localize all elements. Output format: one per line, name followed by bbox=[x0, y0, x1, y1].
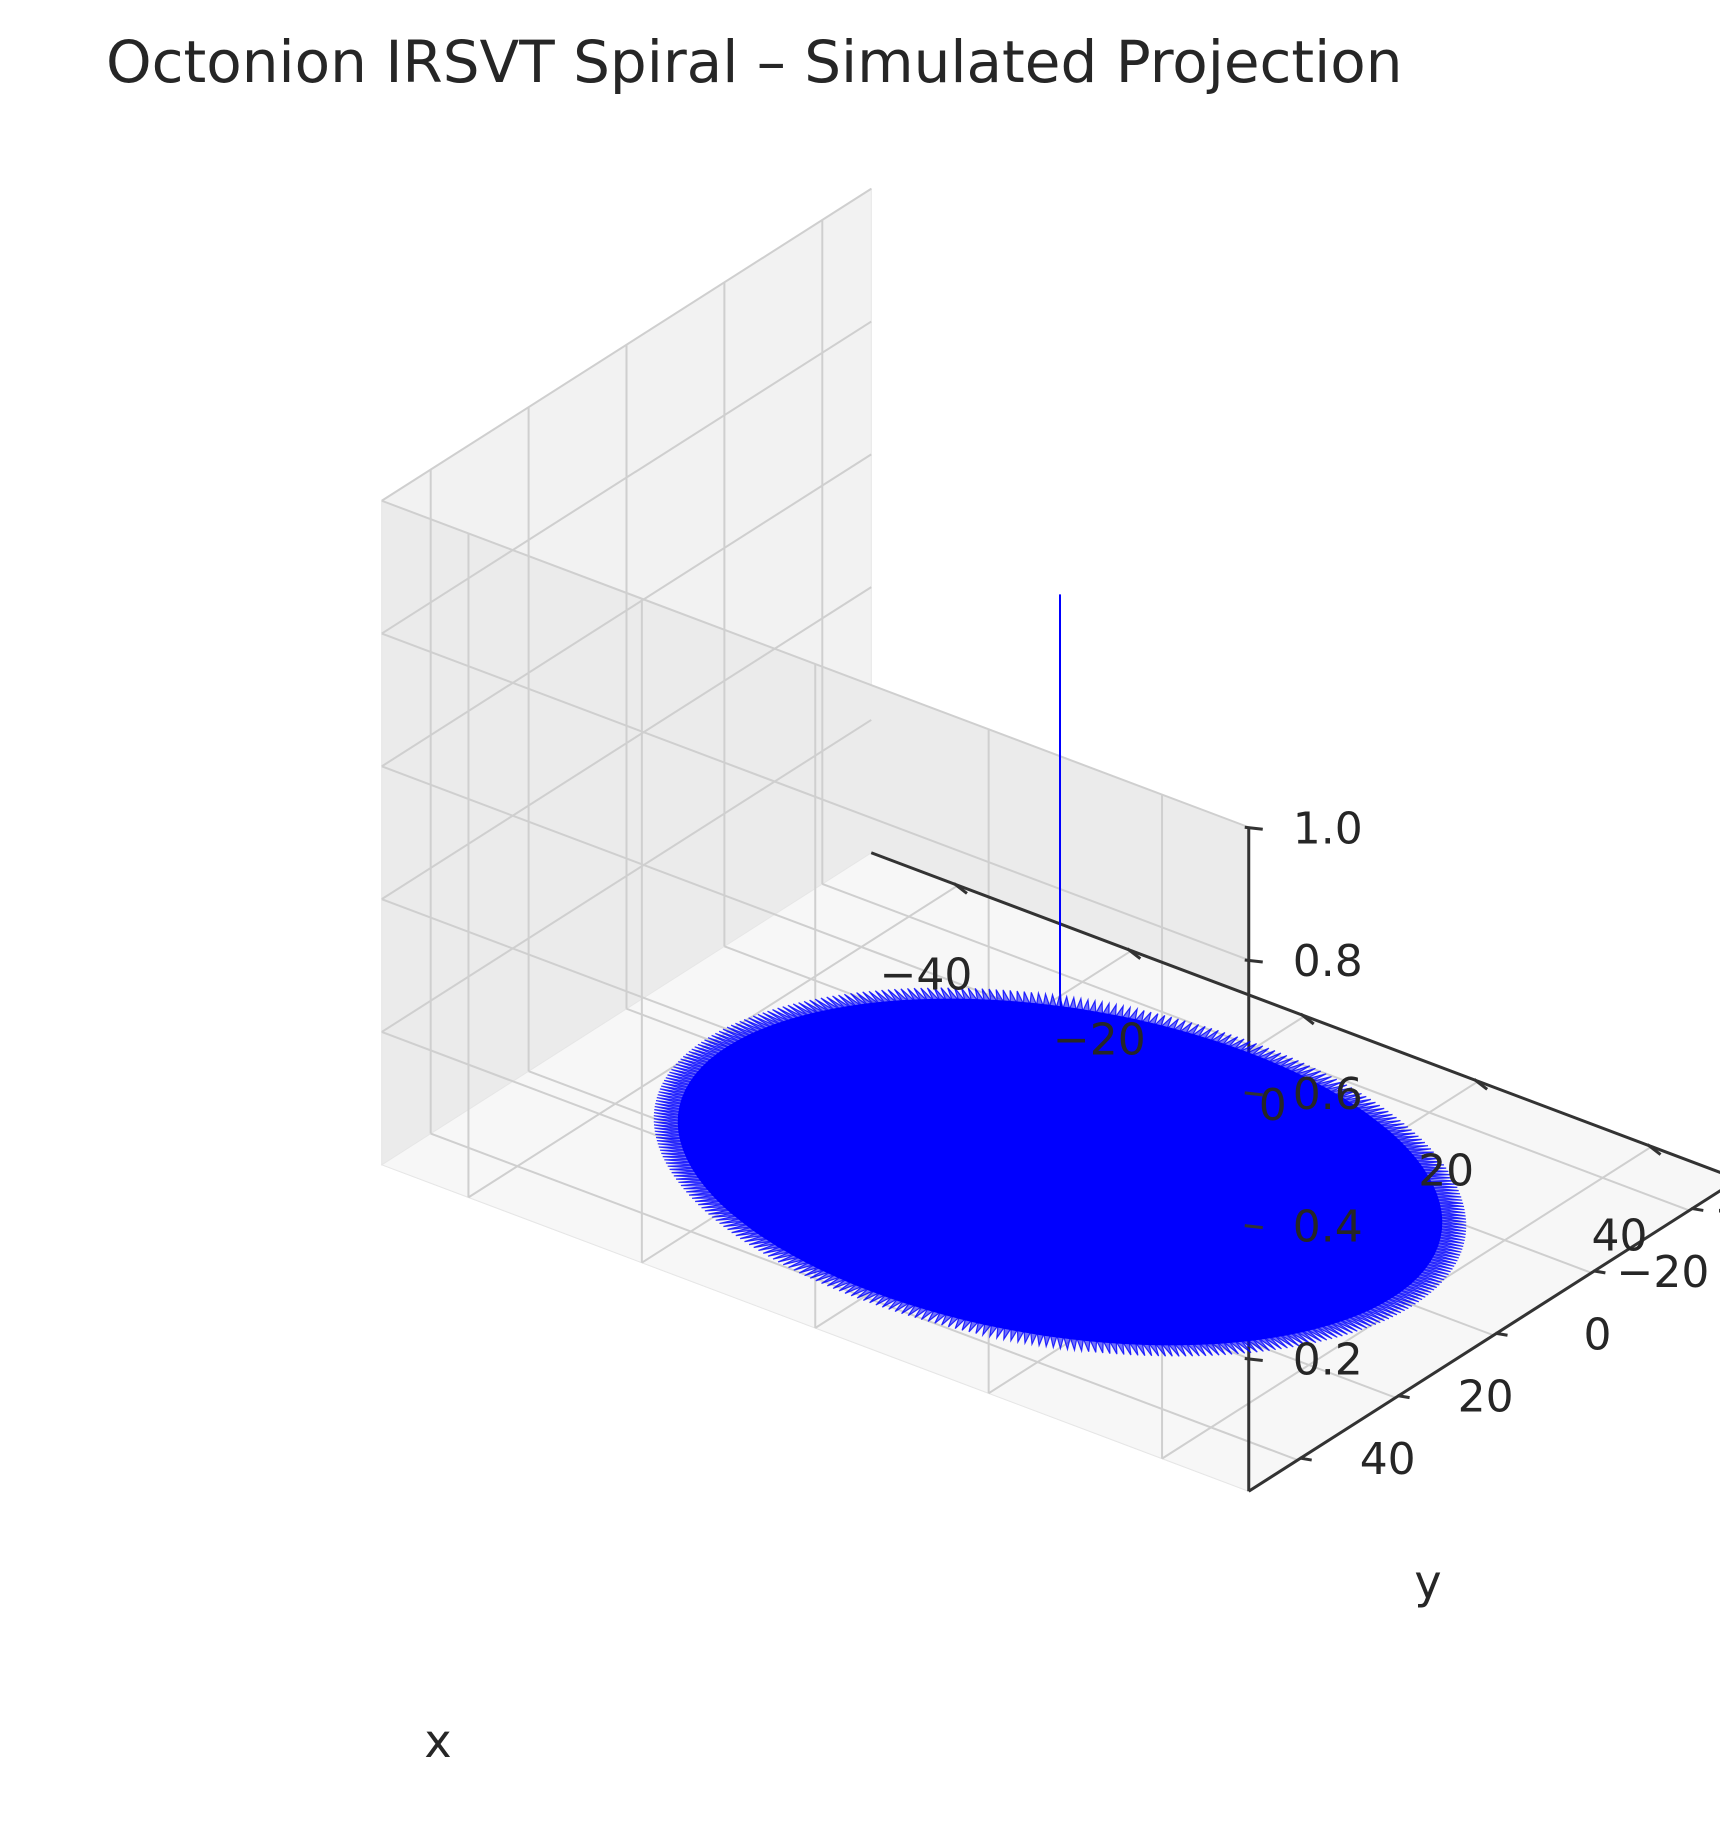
x-tick-label: 0 bbox=[1259, 1080, 1287, 1131]
z-tick-mark bbox=[1244, 958, 1263, 964]
z-tick-label: 0.4 bbox=[1293, 1202, 1363, 1253]
grid-line-z-left bbox=[381, 187, 872, 502]
y-tick-label: −40 bbox=[1714, 1185, 1720, 1236]
x-tick-label: 40 bbox=[1592, 1211, 1648, 1262]
grid-line-y-floor bbox=[430, 1132, 1299, 1461]
z-tick-mark bbox=[1244, 825, 1263, 831]
z-tick-label: 1.0 bbox=[1293, 803, 1363, 854]
y-tick-mark bbox=[1495, 1331, 1508, 1337]
x-tick-mark bbox=[1646, 1143, 1662, 1156]
y-axis-line bbox=[1247, 1189, 1720, 1493]
chart-title: Octonion IRSVT Spiral – Simulated Projec… bbox=[106, 28, 1403, 96]
z-tick-label: 0.8 bbox=[1293, 936, 1363, 987]
y-tick-mark bbox=[1299, 1456, 1312, 1462]
z-tick-mark bbox=[1244, 1091, 1263, 1097]
x-tick-label: −20 bbox=[1053, 1015, 1146, 1066]
z-tick-mark bbox=[1244, 1224, 1263, 1230]
grid-line-z-left bbox=[381, 586, 872, 900]
x-tick-label: −40 bbox=[880, 949, 973, 1000]
z-tick-label: 0.2 bbox=[1293, 1335, 1363, 1386]
x-tick-mark bbox=[1126, 947, 1142, 960]
grid-line-z-left bbox=[381, 719, 872, 1033]
grid-line-z-left bbox=[381, 453, 872, 768]
z-tick-label: 0.6 bbox=[1293, 1069, 1363, 1120]
grid-line-z-left bbox=[381, 320, 872, 635]
y-tick-label: 0 bbox=[1584, 1309, 1612, 1360]
y-tick-mark bbox=[1397, 1394, 1410, 1400]
y-axis-label: y bbox=[1414, 1555, 1441, 1609]
z-tick-mark bbox=[1244, 1356, 1263, 1362]
grid-line-y-floor bbox=[821, 883, 1690, 1212]
y-tick-label: 20 bbox=[1458, 1372, 1514, 1423]
y-tick-label: −20 bbox=[1617, 1247, 1710, 1298]
x-axis-label: x bbox=[424, 1714, 451, 1768]
x-tick-mark bbox=[1473, 1078, 1489, 1091]
grid-line-z-right bbox=[381, 499, 1250, 829]
grid-line-z-right bbox=[381, 632, 1250, 961]
y-tick-mark bbox=[1593, 1269, 1606, 1275]
x-tick-mark bbox=[953, 882, 968, 895]
series-spiral bbox=[653, 594, 1467, 1357]
x-tick-label: 20 bbox=[1418, 1145, 1474, 1196]
spiral-rim bbox=[653, 987, 1467, 1357]
y-tick-mark bbox=[1691, 1206, 1704, 1212]
x-tick-mark bbox=[1299, 1012, 1315, 1026]
y-tick-label: 40 bbox=[1360, 1434, 1416, 1485]
